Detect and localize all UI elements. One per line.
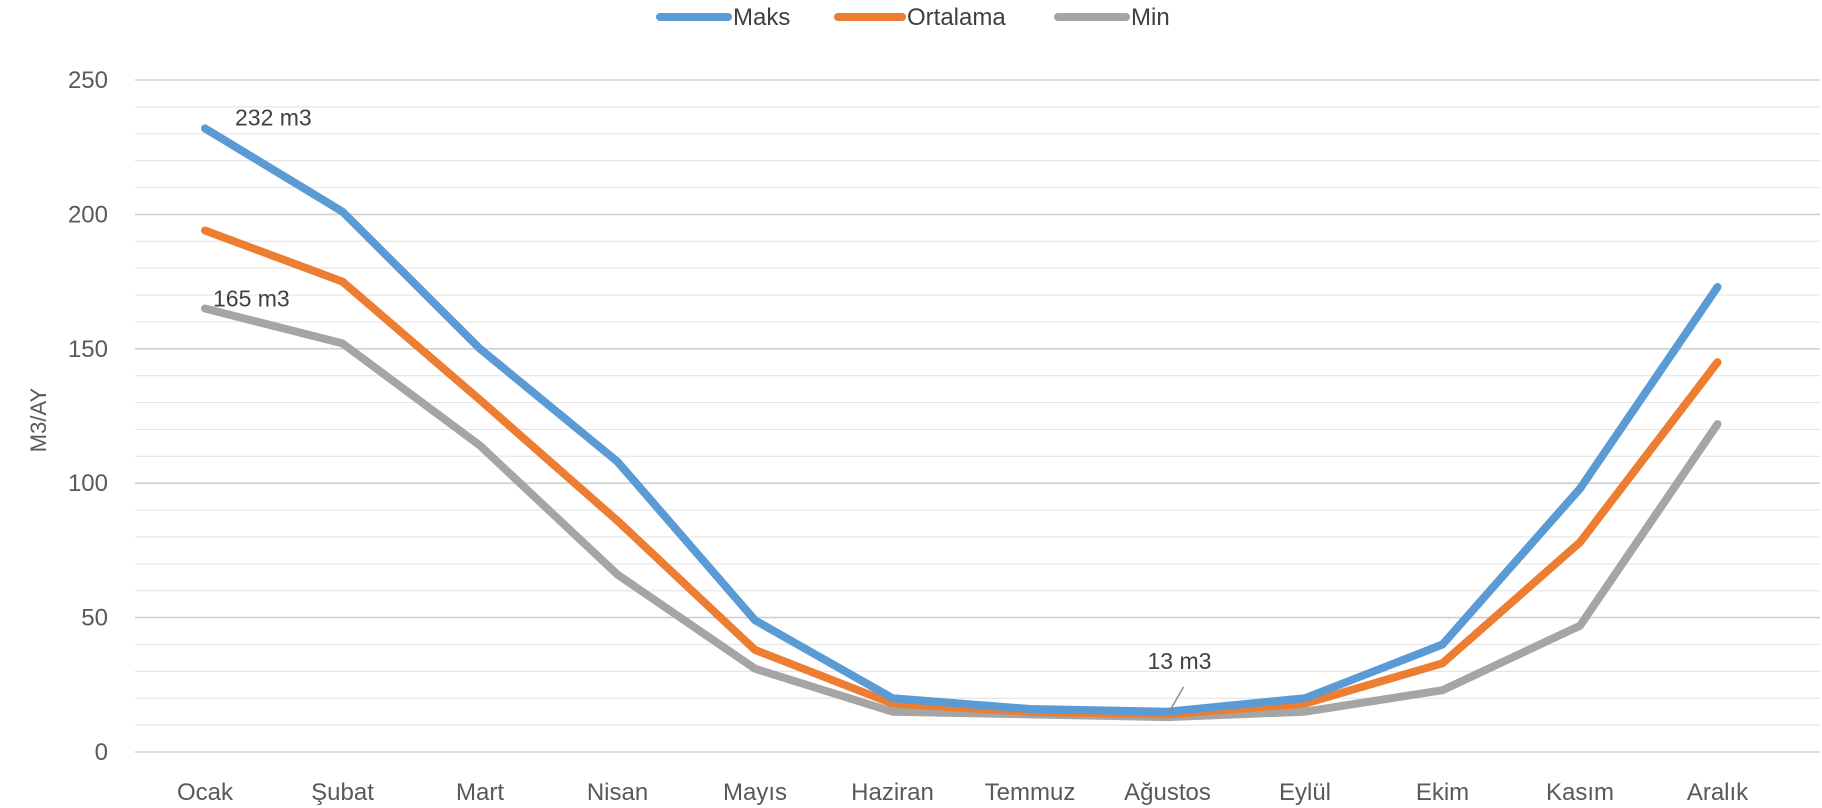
data-point	[1164, 708, 1171, 716]
x-tick-label: Eylül	[1279, 779, 1331, 806]
data-point	[1301, 708, 1309, 716]
y-tick-label: 50	[81, 605, 108, 632]
x-tick-label: Mart	[456, 779, 504, 806]
legend: Maks Ortalama Min	[656, 4, 1170, 31]
data-point	[1439, 640, 1446, 648]
data-point	[201, 304, 209, 312]
data-point	[201, 124, 209, 132]
data-point	[1714, 358, 1721, 366]
data-point	[1026, 705, 1034, 713]
y-axis-title: M3/AY	[26, 387, 51, 452]
x-tick-label: Şubat	[311, 779, 374, 806]
x-tick-label: Nisan	[587, 779, 648, 806]
data-point	[1576, 538, 1584, 546]
grid	[135, 79, 1820, 753]
data-point	[339, 339, 346, 347]
y-tick-label: 0	[95, 739, 108, 766]
x-tick-label: Kasım	[1546, 779, 1614, 806]
data-point	[1439, 686, 1446, 694]
annotation-leader-line	[1167, 686, 1185, 714]
legend-label-min: Min	[1131, 4, 1170, 31]
y-tick-label: 250	[68, 67, 108, 94]
data-point	[614, 458, 621, 466]
data-label: 165 m3	[213, 285, 290, 311]
data-point	[476, 442, 484, 450]
data-point	[476, 345, 484, 353]
data-point	[339, 278, 346, 286]
x-tick-label: Mayıs	[723, 779, 787, 806]
data-point	[614, 571, 621, 579]
x-tick-label: Ocak	[177, 779, 234, 806]
x-tick-label: Temmuz	[985, 779, 1076, 806]
legend-label-maks: Maks	[733, 4, 790, 31]
data-point	[1714, 283, 1721, 291]
series	[201, 124, 1722, 722]
series-line-maks	[201, 124, 1722, 716]
data-point	[751, 616, 759, 624]
data-point	[751, 665, 759, 673]
series-line-ortalama	[201, 226, 1722, 719]
x-tick-label: Ağustos	[1124, 779, 1211, 806]
data-point	[1576, 485, 1584, 493]
annotations: 232 m3 165 m3 13 m3	[213, 104, 1212, 714]
data-point	[614, 517, 621, 525]
y-tick-label: 100	[68, 470, 108, 497]
data-point	[889, 694, 896, 702]
legend-label-ortalama: Ortalama	[907, 4, 1006, 31]
x-axis-ticks: Ocak Şubat Mart Nisan Mayıs Haziran Temmuz Ağus…	[177, 779, 1749, 806]
series-line-min	[201, 304, 1722, 722]
y-axis-ticks: 0 50 100 150 200 250	[68, 67, 108, 766]
data-point	[339, 208, 346, 216]
y-tick-label: 150	[68, 336, 108, 363]
data-point	[751, 646, 759, 654]
data-point	[201, 227, 209, 235]
data-label: 232 m3	[235, 104, 312, 130]
data-point	[1714, 420, 1721, 428]
x-tick-label: Ekim	[1416, 779, 1469, 806]
data-point	[1576, 622, 1584, 630]
x-tick-label: Haziran	[851, 779, 934, 806]
data-point	[1439, 659, 1446, 667]
data-label: 13 m3	[1148, 648, 1212, 674]
data-point	[476, 396, 484, 404]
x-tick-label: Aralık	[1687, 779, 1749, 806]
data-point	[889, 708, 896, 716]
data-point	[1301, 694, 1309, 702]
y-tick-label: 200	[68, 201, 108, 228]
